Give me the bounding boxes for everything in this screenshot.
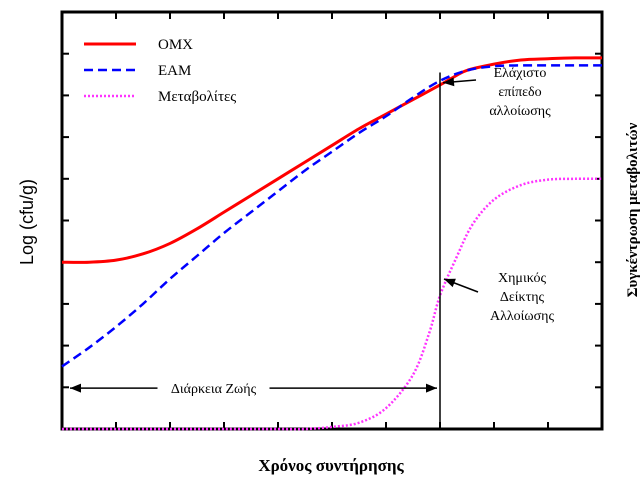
x-axis-label: Χρόνος συντήρησης <box>258 456 404 475</box>
annotation-text-0-1: επίπεδο <box>498 85 541 100</box>
annotation-text-0-0: Ελάχιστο <box>494 66 547 81</box>
annotation-text-0-2: αλλοίωσης <box>489 104 551 119</box>
y-axis-label: Log (cfu/g) <box>17 179 37 265</box>
annotations: Ελάχιστο επίπεδο αλλοίωσης Χημικός Δείκτης Αλ… <box>70 66 554 429</box>
y2-axis-label: Συγκέντρωση μεταβολιτών <box>625 122 641 297</box>
shelf-life-label: Διάρκεια Ζωής <box>171 382 257 397</box>
series-line-0 <box>61 56 603 264</box>
series-layer <box>61 56 603 431</box>
shelf-life-arrow-right-head <box>426 383 437 393</box>
annotation-arrow-1-head <box>444 278 456 288</box>
annotation-arrow-0-head <box>443 77 455 87</box>
annotation-text-1-1: Δείκτης <box>500 290 545 305</box>
shelf-life-arrow-left-head <box>70 383 81 393</box>
series-line-1 <box>61 64 602 368</box>
legend-label-2: Μεταβολίτες <box>158 89 236 105</box>
series-line-2 <box>61 177 603 431</box>
legend: OMX EAM Μεταβολίτες <box>84 37 236 105</box>
legend-label-0: OMX <box>158 37 193 53</box>
annotation-text-1-2: Αλλοίωσης <box>490 309 555 324</box>
legend-label-1: EAM <box>158 63 191 79</box>
plot-frame <box>60 10 604 431</box>
annotation-text-1-0: Χημικός <box>498 271 546 286</box>
